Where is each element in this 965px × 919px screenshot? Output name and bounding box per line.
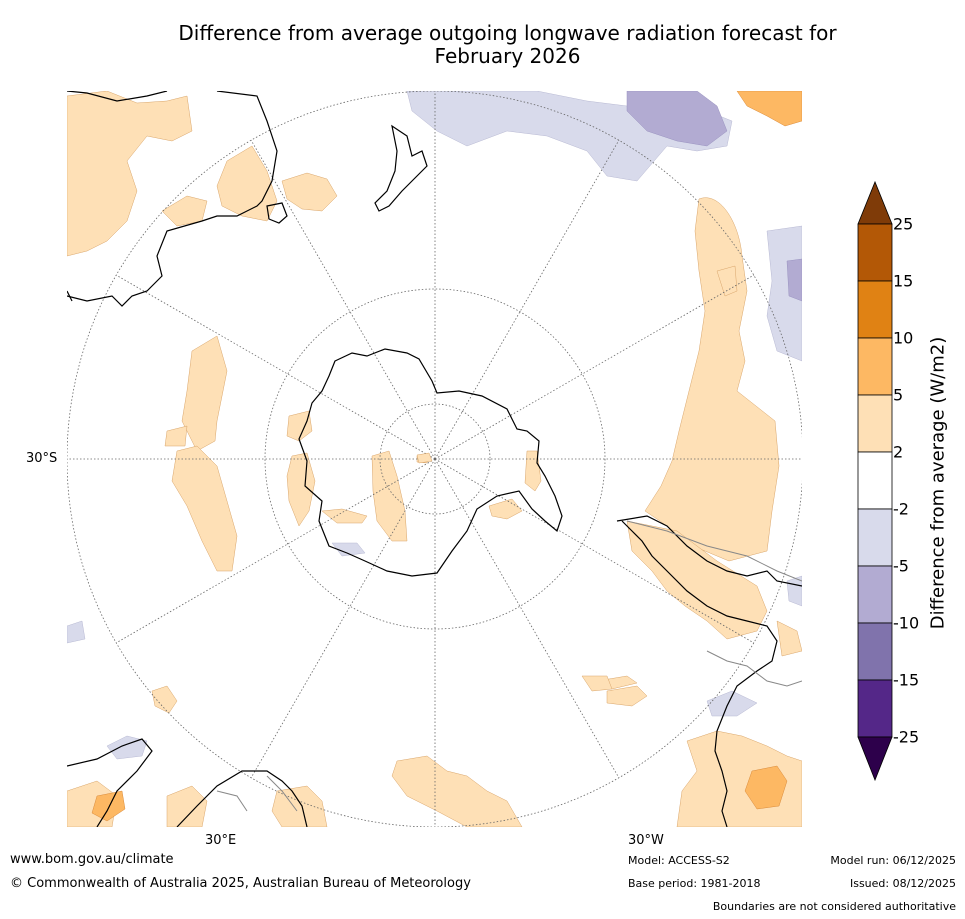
tasmania-coast (266, 202, 288, 224)
anomaly-2-5 (67, 91, 802, 827)
coastlines (67, 91, 802, 827)
issued-date: Issued: 08/12/2025 (849, 877, 956, 890)
anomaly-m5-m10 (626, 91, 802, 302)
colorbar-neutral (857, 451, 893, 510)
colorbar (857, 180, 893, 782)
south-america-coast (616, 515, 802, 587)
colorbar-tick-10: 10 (893, 328, 914, 348)
polar-map (67, 91, 802, 827)
model-name: Model: ACCESS-S2 (628, 854, 730, 867)
pole-island (416, 452, 433, 464)
antarctica-coast (298, 348, 563, 577)
boundaries-disclaimer: Boundaries are not considered authoritat… (712, 900, 956, 913)
colorbar-tick-2: 2 (893, 442, 904, 462)
copyright: © Commonwealth of Australia 2025, Austra… (10, 876, 471, 891)
colorbar-tick-m25: -25 (893, 727, 920, 747)
title-line-2: February 2026 (434, 44, 581, 68)
australia-coast (67, 91, 278, 307)
colorbar-10-15 (857, 280, 893, 339)
colorbar-tick-5: 5 (893, 385, 904, 405)
country-boundaries (216, 520, 802, 812)
colorbar-m5-m10 (857, 565, 893, 624)
colorbar-tick-25: 25 (893, 214, 914, 234)
title-line-1: Difference from average outgoing longwav… (178, 21, 837, 45)
colorbar-tick-15: 15 (893, 271, 914, 291)
colorbar-m10-m15 (857, 622, 893, 681)
colorbar-m2-m5 (857, 508, 893, 567)
colorbar-tick-m15: -15 (893, 670, 920, 690)
africa-coast (67, 738, 153, 827)
lon-label-30w: 30°W (628, 833, 664, 848)
anomaly-5-10 (91, 91, 802, 822)
colorbar-m15-m25 (857, 679, 893, 738)
map-title: Difference from average outgoing longwav… (60, 22, 955, 68)
model-run: Model run: 06/12/2025 (830, 854, 956, 867)
graticule (67, 91, 802, 827)
colorbar-extend-top (857, 180, 893, 225)
lat-label-30s: 30°S (26, 451, 58, 466)
colorbar-2-5 (857, 394, 893, 453)
base-period: Base period: 1981-2018 (628, 877, 761, 890)
lon-label-30e: 30°E (205, 833, 237, 848)
colorbar-tick-m5: -5 (893, 556, 909, 576)
colorbar-tick-m2: -2 (893, 499, 909, 519)
colorbar-tick-m10: -10 (893, 613, 920, 633)
website-link[interactable]: www.bom.gov.au/climate (10, 852, 174, 867)
colorbar-15-25 (857, 223, 893, 282)
colorbar-extend-bottom (857, 736, 893, 782)
colorbar-5-10 (857, 337, 893, 396)
colorbar-title: Difference from average (W/m2) (927, 336, 949, 630)
new-zealand-coast (374, 124, 428, 212)
